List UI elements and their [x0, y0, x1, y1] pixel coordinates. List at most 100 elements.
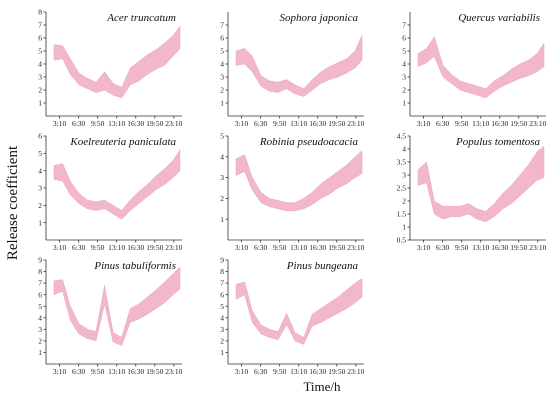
x-tick-label: 16:30	[491, 119, 508, 128]
y-tick-label: 2	[402, 197, 406, 206]
panel-title: Sophora japonica	[279, 12, 358, 24]
x-tick-label: 6:30	[436, 119, 450, 128]
x-tick-label: 3:10	[235, 367, 249, 376]
panel-robinia-pseudoacacia: 1 2 3 4 5 3:10 6:30 9:50 13:10 16:30 19:50 23:10 Rob…	[220, 132, 364, 252]
x-tick-label: 6:30	[254, 243, 268, 252]
y-tick-label: 3	[402, 73, 406, 82]
y-tick-label: 6	[38, 132, 42, 141]
series-band	[235, 35, 363, 97]
x-tick-label: 9:50	[273, 243, 287, 252]
y-tick-label: 9	[38, 256, 42, 265]
y-tick-label: 7	[402, 21, 406, 30]
x-tick-label: 16:30	[309, 119, 326, 128]
y-tick-label: 7	[38, 279, 42, 288]
y-tick-label: 7	[220, 279, 224, 288]
y-tick-label: 6	[220, 34, 224, 43]
y-tick-label: 2	[38, 86, 42, 95]
y-tick-label: 6	[38, 290, 42, 299]
y-tick-label: 6	[402, 34, 406, 43]
x-tick-label: 23:10	[347, 119, 364, 128]
y-tick-label: 3	[220, 325, 224, 334]
x-axis-label: Time/h	[303, 379, 341, 394]
y-tick-label: 3	[38, 73, 42, 82]
x-tick-label: 6:30	[254, 119, 268, 128]
y-tick-label: 1	[220, 99, 224, 108]
y-tick-label: 1	[220, 348, 224, 357]
y-tick-label: 8	[38, 267, 42, 276]
y-tick-label: 5	[402, 47, 406, 56]
y-tick-label: 4	[220, 60, 224, 69]
x-tick-label: 13:10	[108, 367, 125, 376]
x-tick-label: 23:10	[165, 243, 182, 252]
y-tick-label: 3	[220, 73, 224, 82]
panel-title: Acer truncatum	[106, 12, 176, 24]
x-tick-label: 13:10	[472, 119, 489, 128]
x-tick-label: 23:10	[165, 119, 182, 128]
panel-koelreuteria-paniculata: 1 2 3 4 5 6 3:10 6:30 9:50 13:10 16:30 19:50 23:10 Ko…	[38, 132, 182, 252]
panel-pinus-bungeana: 1 2 3 4 5 6 7 8 9 3:10 6:30 9:50 13:10 16:30 19:50 23:1…	[220, 256, 364, 376]
series-band	[53, 149, 181, 220]
y-tick-label: 0.5	[397, 236, 407, 245]
x-tick-label: 6:30	[436, 243, 450, 252]
x-tick-label: 6:30	[72, 367, 86, 376]
x-tick-label: 13:10	[108, 119, 125, 128]
y-tick-label: 6	[38, 34, 42, 43]
y-tick-label: 1.5	[397, 210, 407, 219]
y-tick-label: 2	[220, 86, 224, 95]
y-tick-label: 3	[38, 184, 42, 193]
x-tick-label: 3:10	[417, 119, 431, 128]
x-tick-label: 6:30	[254, 367, 268, 376]
x-tick-label: 16:30	[127, 119, 144, 128]
x-tick-label: 23:10	[347, 367, 364, 376]
y-tick-label: 2	[38, 201, 42, 210]
x-tick-label: 19:50	[328, 367, 345, 376]
y-tick-label: 1	[38, 99, 42, 108]
y-tick-label: 4	[38, 166, 42, 175]
x-tick-label: 19:50	[146, 243, 163, 252]
y-tick-label: 3	[220, 173, 224, 182]
x-tick-label: 19:50	[146, 119, 163, 128]
panel-title: Koelreuteria paniculata	[69, 136, 176, 148]
y-tick-label: 4	[402, 60, 406, 69]
y-tick-label: 2.5	[397, 184, 407, 193]
y-tick-label: 7	[38, 21, 42, 30]
x-tick-label: 19:50	[510, 119, 527, 128]
x-tick-label: 13:10	[108, 243, 125, 252]
x-tick-label: 23:10	[529, 119, 546, 128]
x-tick-label: 13:10	[290, 367, 307, 376]
y-tick-label: 3	[38, 325, 42, 334]
y-tick-label: 4	[220, 152, 224, 161]
y-tick-label: 2	[38, 336, 42, 345]
x-tick-label: 16:30	[491, 243, 508, 252]
x-tick-label: 19:50	[328, 119, 345, 128]
x-tick-label: 13:10	[290, 243, 307, 252]
y-tick-label: 3.5	[397, 158, 407, 167]
y-tick-label: 5	[38, 302, 42, 311]
series-band	[53, 25, 181, 99]
y-tick-label: 8	[220, 267, 224, 276]
x-tick-label: 9:50	[455, 119, 469, 128]
y-axis-label: Release coefficient	[5, 145, 21, 260]
series-band	[235, 278, 363, 345]
x-tick-label: 9:50	[91, 367, 105, 376]
panel-pinus-tabuliformis: 1 2 3 4 5 6 7 8 9 3:10 6:30 9:50 13:10 16:30 19:50 23:1…	[38, 256, 182, 376]
panel-quercus-variabilis: 1 2 3 4 5 6 7 3:10 6:30 9:50 13:10 16:30 19:50 23:10 Q…	[402, 12, 547, 128]
y-tick-label: 5	[220, 132, 224, 141]
x-tick-label: 16:30	[309, 243, 326, 252]
y-tick-label: 4.5	[397, 132, 407, 141]
x-tick-label: 16:30	[127, 243, 144, 252]
x-tick-label: 19:50	[146, 367, 163, 376]
panel-populus-tomentosa: 0.5 1 1.5 2 2.5 3 3.5 4 4.5 3:10 6:30 9:50 13:10 16:3…	[397, 132, 547, 252]
panel-sophora-japonica: 1 2 3 4 5 6 7 3:10 6:30 9:50 13:10 16:30 19:50 23:10 S…	[220, 12, 365, 128]
x-tick-label: 9:50	[455, 243, 469, 252]
x-tick-label: 13:10	[290, 119, 307, 128]
y-tick-label: 1	[38, 348, 42, 357]
y-tick-label: 1	[402, 223, 406, 232]
series-band	[53, 266, 181, 346]
series-band	[235, 150, 363, 212]
x-tick-label: 13:10	[472, 243, 489, 252]
y-tick-label: 4	[38, 313, 42, 322]
y-tick-label: 5	[220, 47, 224, 56]
